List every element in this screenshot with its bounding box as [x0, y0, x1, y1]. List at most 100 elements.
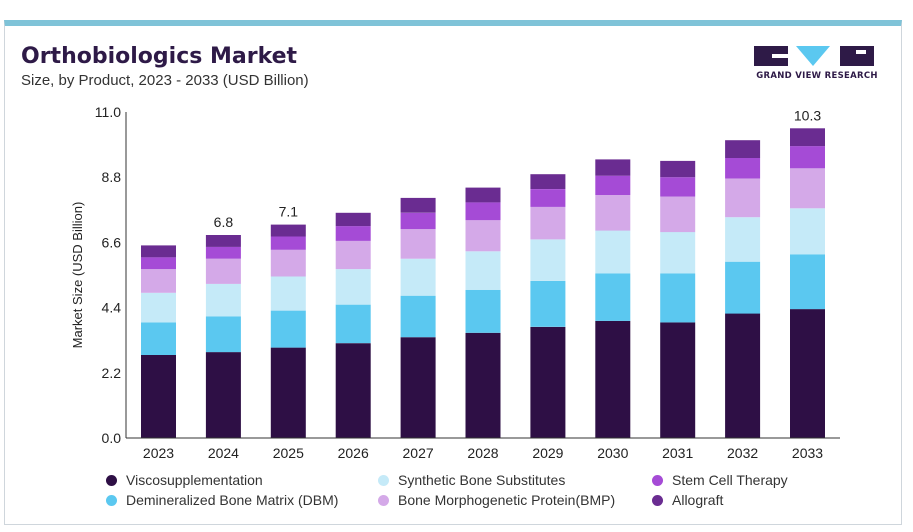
legend-label: Allograft: [672, 492, 724, 508]
bar-segment-2026-4: [335, 240, 371, 270]
y-tick-label: 4.4: [102, 300, 122, 316]
bar-segment-2024-1: [205, 352, 241, 438]
legend-swatch: [652, 474, 663, 486]
bar-segment-2031-2: [660, 273, 696, 323]
y-axis-label: Market Size (USD Billion): [70, 202, 85, 349]
bar-segment-2023-3: [141, 292, 176, 323]
bar-segment-2028-1: [465, 332, 501, 438]
bar-segment-2030-2: [595, 273, 631, 321]
x-tick-label-2028: 2028: [467, 445, 498, 461]
bar-segment-2033-3: [790, 208, 825, 255]
bar-segment-2030-1: [595, 320, 631, 438]
bar-segment-2033-6: [790, 128, 825, 147]
bar-segment-2029-1: [530, 326, 566, 438]
bar-segment-2024-6: [205, 235, 241, 247]
y-tick-label: 6.6: [102, 234, 122, 250]
bar-segment-2032-4: [725, 178, 761, 218]
x-tick-label-2031: 2031: [662, 445, 693, 461]
bar-segment-2026-5: [335, 226, 371, 241]
x-tick-label-2030: 2030: [597, 445, 628, 461]
bar-segment-2028-3: [465, 251, 501, 290]
logo-triangle: [796, 46, 830, 66]
legend-swatch: [652, 494, 663, 506]
bar-segment-2026-6: [335, 212, 371, 227]
legend-swatch: [378, 494, 389, 506]
bar-segment-2027-6: [400, 197, 436, 213]
bar-segment-2024-5: [205, 246, 241, 259]
chart-subtitle: Size, by Product, 2023 - 2033 (USD Billi…: [21, 72, 309, 89]
x-tick-label-2024: 2024: [208, 445, 239, 461]
bar-segment-2029-3: [530, 239, 566, 281]
legend: Viscosupplementation Synthetic Bone Subst…: [106, 472, 866, 516]
bar-segment-2029-4: [530, 206, 566, 240]
y-tick-label: 2.2: [102, 365, 122, 381]
bar-segment-2025-2: [270, 310, 306, 348]
bar-segment-2033-5: [790, 146, 825, 169]
logo-block-right-notch: [856, 50, 866, 54]
x-tick-label-2023: 2023: [143, 445, 174, 461]
logo-text: GRAND VIEW RESEARCH: [756, 71, 878, 81]
legend-item: Synthetic Bone Substitutes: [378, 472, 565, 488]
bar-segment-2028-4: [465, 220, 501, 252]
bar-segment-2026-2: [335, 304, 371, 344]
bar-segment-2031-5: [660, 177, 696, 197]
x-tick-label-2026: 2026: [338, 445, 369, 461]
bar-segment-2028-5: [465, 202, 501, 221]
bar-segment-2023-1: [141, 355, 176, 438]
bar-segment-2032-3: [725, 217, 761, 262]
bar-segment-2029-6: [530, 174, 566, 189]
legend-item: Allograft: [652, 492, 723, 508]
x-axis: 2023 2024 2025 2026 2027 2028 2029 2030 2031 2032…: [126, 437, 840, 461]
bar-segment-2033-2: [790, 254, 825, 310]
bars: [141, 128, 825, 438]
bar-segment-2028-6: [465, 187, 501, 203]
bar-segment-2026-3: [335, 269, 371, 305]
bar-segment-2032-2: [725, 261, 761, 314]
legend-item: Viscosupplementation: [106, 472, 263, 488]
bar-segment-2027-1: [400, 337, 436, 438]
bar-segment-2027-4: [400, 229, 436, 259]
bar-segment-2025-1: [270, 347, 306, 438]
bar-segment-2031-1: [660, 322, 696, 438]
bar-segment-2032-1: [725, 313, 761, 438]
y-tick-label: 11.0: [95, 104, 121, 120]
bar-segment-2026-1: [335, 343, 371, 438]
bar-segment-2033-1: [790, 309, 825, 438]
legend-swatch: [106, 474, 117, 486]
x-tick-label-2032: 2032: [727, 445, 758, 461]
value-labels: 6.8 7.1 10.3: [214, 107, 822, 230]
bar-segment-2025-5: [270, 236, 306, 250]
legend-label: Demineralized Bone Matrix (DBM): [126, 492, 339, 508]
legend-item: Bone Morphogenetic Protein(BMP): [378, 492, 615, 508]
legend-label: Stem Cell Therapy: [672, 472, 788, 488]
y-tick-label: 0.0: [102, 430, 122, 446]
bar-segment-2023-5: [141, 257, 176, 270]
bar-segment-2030-6: [595, 159, 631, 176]
grand-view-research-logo: [754, 46, 874, 66]
bar-segment-2025-3: [270, 276, 306, 311]
total-label-2024: 6.8: [214, 214, 234, 230]
bar-segment-2029-2: [530, 280, 566, 327]
bar-segment-2030-5: [595, 175, 631, 195]
total-label-2033: 10.3: [794, 107, 821, 123]
bar-segment-2023-2: [141, 322, 176, 355]
chart-title: Orthobiologics Market: [21, 44, 298, 69]
bar-segment-2027-2: [400, 295, 436, 338]
bar-segment-2031-4: [660, 196, 696, 233]
bar-segment-2024-4: [205, 258, 241, 284]
legend-item: Stem Cell Therapy: [652, 472, 788, 488]
legend-swatch: [378, 474, 389, 486]
bar-segment-2027-5: [400, 212, 436, 230]
legend-label: Bone Morphogenetic Protein(BMP): [398, 492, 616, 508]
total-label-2025: 7.1: [279, 204, 299, 220]
x-tick-label-2029: 2029: [532, 445, 563, 461]
y-tick-label: 8.8: [102, 169, 122, 185]
bar-segment-2032-6: [725, 140, 761, 158]
x-tick-label-2033: 2033: [792, 445, 823, 461]
bar-segment-2028-2: [465, 289, 501, 333]
x-tick-label-2025: 2025: [273, 445, 304, 461]
bar-segment-2032-5: [725, 157, 761, 179]
legend-swatch: [106, 494, 117, 506]
bar-segment-2024-3: [205, 283, 241, 317]
